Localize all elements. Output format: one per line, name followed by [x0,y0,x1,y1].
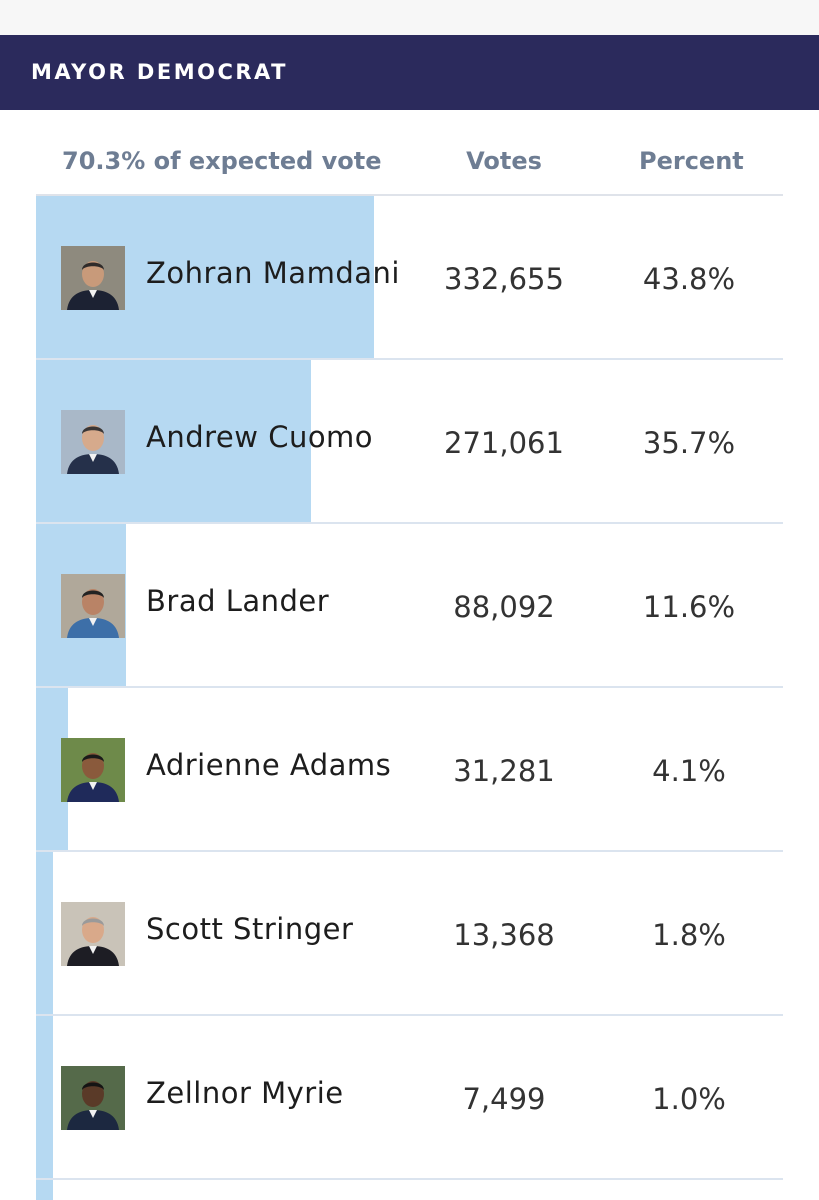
candidate-row[interactable]: Brad Lander 88,092 11.6% [36,524,783,688]
candidate-row[interactable]: Scott Stringer 13,368 1.8% [36,852,783,1016]
top-strip [0,0,819,35]
candidate-avatar [61,574,125,638]
candidate-votes: 13,368 [453,918,555,952]
candidate-percent: 1.8% [652,918,726,952]
candidate-row[interactable]: Zohran Mamdani 332,655 43.8% [36,196,783,360]
race-banner: MAYOR DEMOCRAT [0,35,819,110]
person-icon [61,738,125,802]
person-icon [61,410,125,474]
candidate-votes: 271,061 [444,426,564,460]
candidate-avatar [61,246,125,310]
candidate-percent: 35.7% [642,426,736,460]
candidate-name: Zohran Mamdani [146,256,400,290]
results-table: 70.3% of expected vote Votes Percent Zoh… [36,110,783,1200]
candidate-avatar [61,410,125,474]
candidate-avatar [61,738,125,802]
vote-share-bar-partial [36,1180,53,1200]
votes-column-header: Votes [466,147,542,175]
candidate-avatar [61,902,125,966]
next-row-partial [36,1180,783,1200]
candidate-votes: 31,281 [453,754,555,788]
candidate-name: Andrew Cuomo [146,420,374,454]
table-header: 70.3% of expected vote Votes Percent [36,110,783,196]
candidate-row[interactable]: Zellnor Myrie 7,499 1.0% [36,1016,783,1180]
person-icon [61,574,125,638]
candidate-percent: 43.8% [642,262,736,296]
candidate-name: Brad Lander [146,584,330,618]
person-icon [61,246,125,310]
candidate-percent: 11.6% [642,590,736,624]
candidate-votes: 7,499 [462,1082,546,1116]
candidate-row[interactable]: Adrienne Adams 31,281 4.1% [36,688,783,852]
expected-vote-label: 70.3% of expected vote [62,147,382,175]
vote-share-bar [36,852,53,1014]
person-icon [61,1066,125,1130]
candidate-name: Adrienne Adams [146,748,392,782]
candidate-votes: 332,655 [444,262,564,296]
candidate-name: Scott Stringer [146,912,354,946]
candidate-percent: 1.0% [652,1082,726,1116]
candidate-votes: 88,092 [453,590,555,624]
candidate-row[interactable]: Andrew Cuomo 271,061 35.7% [36,360,783,524]
person-icon [61,902,125,966]
candidate-percent: 4.1% [652,754,726,788]
vote-share-bar [36,1016,53,1178]
candidate-name: Zellnor Myrie [146,1076,344,1110]
percent-column-header: Percent [639,147,744,175]
candidate-avatar [61,1066,125,1130]
race-title: MAYOR DEMOCRAT [31,60,288,84]
